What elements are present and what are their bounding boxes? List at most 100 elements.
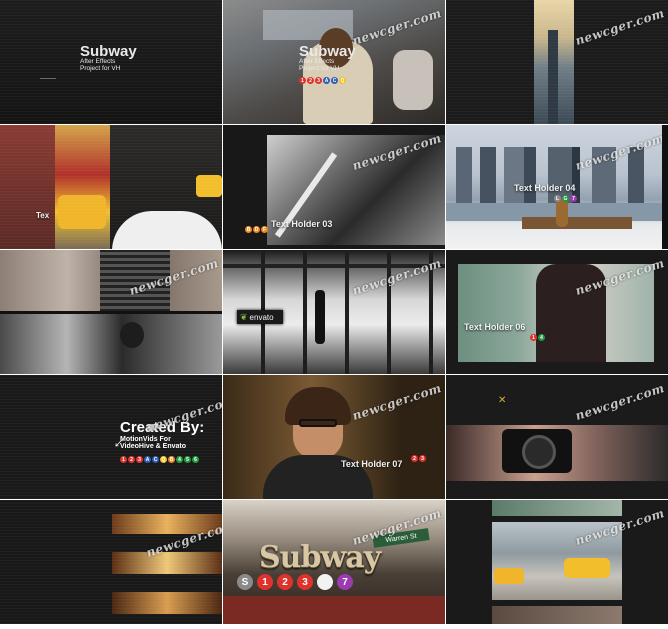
line-dot: 2 xyxy=(277,574,293,590)
line-circles: 1 2 3 A C Q xyxy=(299,77,346,84)
title-text: Subway xyxy=(80,43,137,60)
line-dot: Q xyxy=(339,77,346,84)
watermark: newcger.com xyxy=(573,6,667,49)
line-circles: 2 3 xyxy=(411,455,426,462)
line-dot: 3 xyxy=(419,455,426,462)
tile-station-window: ❦ envato newcger.com xyxy=(223,250,445,374)
tile-subway-sign: Warren St Subway S 1 2 3 7 newcger.com xyxy=(223,500,445,624)
divider-line xyxy=(40,78,56,79)
bottom-crowd xyxy=(0,314,222,374)
line-dot: 7 xyxy=(337,574,353,590)
glasses xyxy=(299,419,337,427)
taxi-right xyxy=(196,175,222,197)
tile-camera-hands: ✕ newcger.com xyxy=(446,375,668,499)
credit-heading: Created By: xyxy=(120,419,205,436)
red-panel xyxy=(0,125,55,249)
line-dot: A xyxy=(144,456,151,463)
line-dot: C xyxy=(152,456,159,463)
taxi-right xyxy=(564,558,610,578)
roof-beam xyxy=(223,264,445,268)
line-dot: 5 xyxy=(184,456,191,463)
line-circles: S 1 2 3 7 xyxy=(237,574,353,590)
crowd-head xyxy=(120,322,144,348)
tile-title-dark: Subway After Effects Project for VH xyxy=(0,0,222,124)
line-dot: 7 xyxy=(570,195,577,202)
line-dot: 3 xyxy=(315,77,322,84)
subtitle-line-1: After Effects xyxy=(299,58,335,66)
envato-logo: ❦ envato xyxy=(237,310,283,324)
frame-border xyxy=(662,125,668,249)
taxi-shape xyxy=(58,195,106,229)
line-dot: F xyxy=(261,226,268,233)
line-dot: L xyxy=(554,195,561,202)
tile-mirror-strips: newcger.com xyxy=(0,500,222,624)
strip-1 xyxy=(112,514,222,534)
credit-line-2: VideoHive & Envato xyxy=(120,443,187,450)
mirror-panel xyxy=(55,125,110,249)
tile-mirror-taxi: Tex xyxy=(0,125,222,249)
title-block: Subway After Effects Project for VH xyxy=(299,44,356,73)
aerial-photo xyxy=(267,135,445,245)
line-dot: 4 xyxy=(176,456,183,463)
text-holder-06: Text Holder 06 xyxy=(464,322,526,332)
strip-2 xyxy=(112,552,222,574)
text-holder-partial: Tex xyxy=(36,211,50,220)
tile-portrait-glasses: Text Holder 07 2 3 newcger.com xyxy=(223,375,445,499)
line-dot: 1 xyxy=(530,334,537,341)
tile-camera-street: Text Holder 06 1 4 newcger.com xyxy=(446,250,668,374)
person-sitting xyxy=(556,199,568,227)
scooter-rider xyxy=(393,50,433,110)
person-shoulder xyxy=(112,211,222,249)
watermark: newcger.com xyxy=(350,381,444,424)
street-photo-top xyxy=(492,500,622,516)
tile-credits: ← Created By: MotionVids For VideoHive &… xyxy=(0,375,222,499)
line-dot: S xyxy=(237,574,253,590)
line-circles: L G 7 xyxy=(554,195,577,202)
subtitle-line-2: Project for VH xyxy=(299,64,340,72)
watermark: newcger.com xyxy=(350,6,444,49)
line-dot: A xyxy=(323,77,330,84)
credit-block: Created By: MotionVids For VideoHive & E… xyxy=(120,419,204,450)
line-circles: 1 2 3 A C Q B 4 5 6 xyxy=(120,456,199,463)
watermark: newcger.com xyxy=(573,381,667,424)
subtitle-line-1: After Effects xyxy=(80,58,116,66)
person-with-camera xyxy=(536,264,606,362)
strip-3 xyxy=(112,592,222,614)
line-dot: Q xyxy=(160,456,167,463)
tile-street-girl: Subway After Effects Project for VH 1 2 … xyxy=(223,0,445,124)
taxi-left xyxy=(494,568,524,584)
skyline xyxy=(456,147,656,203)
tile-taxi-street: newcger.com xyxy=(446,500,668,624)
tile-aerial-street: Text Holder 03 B D F newcger.com xyxy=(223,125,445,249)
line-dot: 6 xyxy=(192,456,199,463)
leaf-icon: ❦ xyxy=(240,311,248,322)
title-text: Subway xyxy=(299,43,356,60)
text-holder-04: Text Holder 04 xyxy=(514,183,576,193)
street-photo-bottom xyxy=(492,606,622,624)
line-dot: D xyxy=(253,226,260,233)
hair xyxy=(285,387,351,425)
silhouette xyxy=(315,290,325,344)
text-holder-07: Text Holder 07 xyxy=(341,459,403,469)
line-dot: 1 xyxy=(257,574,273,590)
line-dot: 1 xyxy=(299,77,306,84)
shoulders xyxy=(263,455,373,499)
text-holder-03: Text Holder 03 xyxy=(271,219,333,229)
envato-text: envato xyxy=(249,312,274,322)
tile-skyline-slit: newcger.com xyxy=(446,0,668,124)
line-dot: 3 xyxy=(136,456,143,463)
person-hair xyxy=(319,28,353,68)
line-dot: 4 xyxy=(538,334,545,341)
line-dot: 2 xyxy=(128,456,135,463)
line-circles: B D F xyxy=(245,226,268,233)
walker-stripe-shirt xyxy=(100,250,170,312)
skyscraper xyxy=(548,30,558,124)
subway-sign: Subway xyxy=(259,540,381,575)
line-dot: 2 xyxy=(307,77,314,84)
line-circles: 1 4 xyxy=(530,334,545,341)
sign-base xyxy=(223,596,445,624)
line-dot: 2 xyxy=(411,455,418,462)
line-dot: B xyxy=(245,226,252,233)
split-line xyxy=(0,311,222,314)
